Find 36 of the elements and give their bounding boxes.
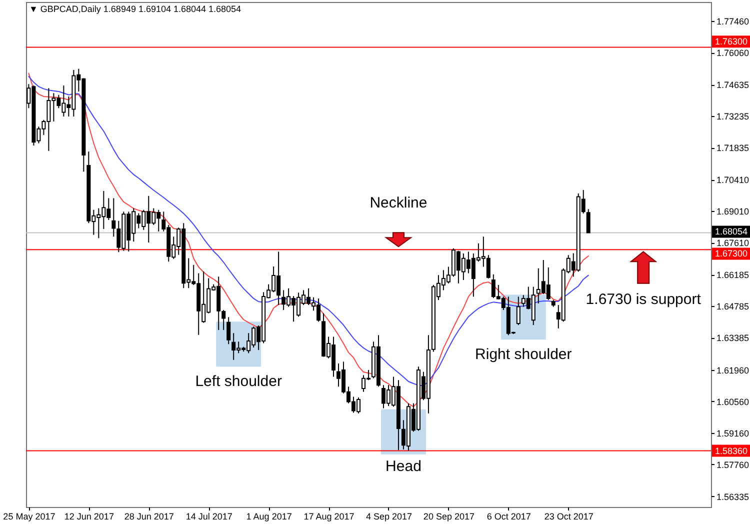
ref-line-label: 1.76300 [715, 36, 748, 47]
y-tick-label: 1.70410 [716, 175, 750, 186]
ref-line-label: 1.67300 [715, 248, 748, 259]
y-tick-label: 1.59160 [716, 428, 750, 438]
x-tick-label: 25 May 2017 [3, 512, 56, 522]
y-tick-label: 1.73235 [716, 112, 750, 122]
x-tick-label: 28 Jun 2017 [124, 512, 174, 522]
chart-title: ▼ GBPCAD,Daily 1.68949 1.69104 1.68044 1.68054 [29, 4, 242, 14]
annotation: Neckline [370, 194, 428, 212]
ref-line-label: 1.68054 [715, 226, 748, 237]
y-tick-label: 1.56335 [716, 492, 750, 502]
band-label: Right shoulder [475, 346, 572, 363]
band-label: Left shoulder [195, 373, 282, 390]
y-tick-label: 1.66185 [716, 270, 750, 280]
x-tick-label: 4 Sep 2017 [366, 512, 412, 522]
y-tick-label: 1.67610 [716, 238, 750, 248]
x-tick-label: 17 Aug 2017 [304, 512, 354, 522]
y-tick-label: 1.74635 [716, 80, 750, 90]
y-tick-label: 1.57760 [716, 460, 750, 470]
y-tick-label: 1.76060 [716, 48, 750, 58]
x-tick-label: 12 Jun 2017 [64, 512, 114, 522]
annotation: 1.6730 is support [586, 291, 702, 308]
x-tick-label: 6 Oct 2017 [486, 512, 531, 522]
ref-line-label: 1.58360 [715, 446, 748, 456]
x-tick-label: 20 Sep 2017 [423, 512, 474, 522]
y-tick-label: 1.69010 [716, 206, 750, 217]
x-tick-label: 1 Aug 2017 [246, 512, 292, 522]
band-label: Head [386, 458, 422, 475]
y-tick-label: 1.63385 [716, 333, 750, 344]
y-tick-label: 1.71835 [716, 143, 750, 154]
y-tick-label: 1.64785 [716, 302, 750, 312]
y-tick-label: 1.60560 [716, 396, 750, 407]
y-tick-label: 1.77460 [716, 16, 750, 27]
x-tick-label: 14 Jul 2017 [186, 512, 232, 522]
x-tick-label: 23 Oct 2017 [544, 512, 594, 522]
y-tick-label: 1.61960 [716, 365, 750, 376]
